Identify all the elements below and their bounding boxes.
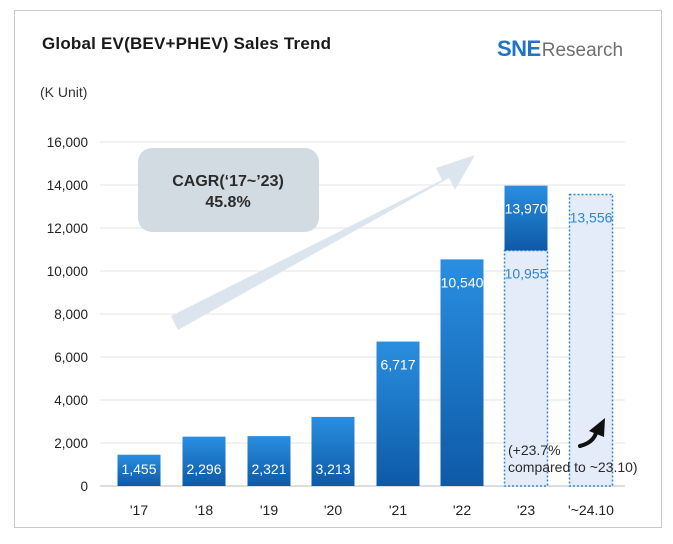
bar: [182, 436, 226, 486]
y-tick-label: 0: [80, 479, 88, 494]
x-tick-label: '20: [324, 502, 342, 518]
y-tick-label: 8,000: [54, 307, 88, 322]
chart-title: Global EV(BEV+PHEV) Sales Trend: [42, 34, 332, 53]
sne-research-logo: SNEResearch: [497, 36, 623, 66]
value-label: 2,296: [186, 461, 221, 477]
value-label-partial: 10,955: [505, 265, 548, 281]
x-tick-label: '19: [260, 502, 278, 518]
cagr-box: [138, 148, 319, 232]
growth-note-line1: (+23.7%: [508, 442, 561, 458]
x-tick-label: '~24.10: [568, 502, 614, 518]
bars: [117, 185, 614, 487]
logo-research-text: Research: [541, 40, 624, 61]
y-tick-label: 4,000: [54, 393, 88, 408]
y-tick-label: 10,000: [47, 264, 88, 279]
value-labels: 1,455 2,296 2,321 3,213 6,717 10,540 13,970 10,…: [121, 201, 612, 477]
value-label: 13,556: [570, 210, 613, 226]
y-tick-label: 2,000: [54, 436, 88, 451]
value-label: 10,540: [441, 274, 484, 290]
x-tick-label: '21: [389, 502, 407, 518]
cagr-label: CAGR(‘17~’23): [172, 173, 284, 190]
bar: [440, 259, 484, 486]
x-tick-label: '22: [453, 502, 471, 518]
y-axis-unit-label: (K Unit): [40, 84, 88, 100]
x-tick-label: '23: [517, 502, 535, 518]
bar: [247, 436, 291, 486]
growth-note-line2: compared to ~23.10): [508, 459, 638, 475]
cagr-value: 45.8%: [205, 194, 250, 211]
y-axis-ticks: 0 2,000 4,000 6,000 8,000 10,000 12,000 14,000 1…: [47, 135, 88, 494]
value-label: 2,321: [251, 461, 286, 477]
bar-2023: [504, 185, 548, 251]
bar: [376, 341, 420, 486]
x-axis-ticks: '17 '18 '19 '20 '21 '22 '23 '~24.10: [130, 502, 614, 518]
growth-arrow-head-icon: [589, 418, 605, 437]
y-tick-label: 14,000: [47, 178, 88, 193]
value-label: 6,717: [380, 357, 415, 373]
cagr-arrow: [171, 155, 475, 330]
value-label: 3,213: [315, 461, 350, 477]
bar: [117, 454, 161, 486]
x-tick-label: '18: [195, 502, 213, 518]
bar: [311, 416, 355, 486]
bar-2024-ytd: [568, 193, 614, 487]
logo-sne-text: SNE: [497, 36, 541, 61]
y-tick-label: 12,000: [47, 221, 88, 236]
value-label: 1,455: [121, 461, 156, 477]
y-tick-label: 6,000: [54, 350, 88, 365]
x-tick-label: '17: [130, 502, 148, 518]
annotations: CAGR(‘17~’23) 45.8% (+23.7%compared to ~23…: [172, 173, 637, 475]
growth-decoration: [138, 148, 475, 330]
value-label: 13,970: [505, 201, 548, 217]
y-tick-label: 16,000: [47, 135, 88, 150]
